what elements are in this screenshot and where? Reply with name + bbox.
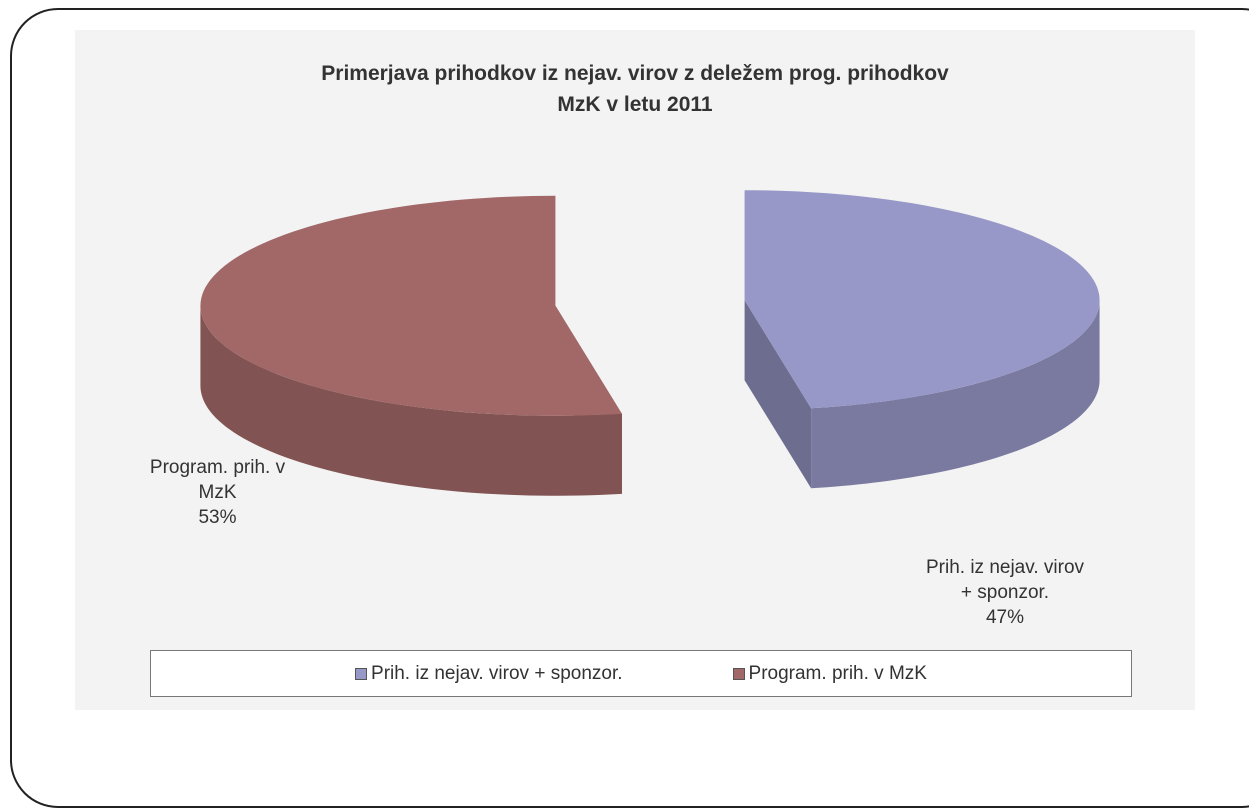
chart-title: Primerjava prihodkov iz nejav. virov z d… (321, 62, 949, 116)
page: Primerjava prihodkov iz nejav. virov z d… (10, 8, 1249, 808)
data-label: Program. prih. v MzK 53% (130, 455, 305, 530)
slice (200, 195, 622, 496)
legend-item: Program. prih. v MzK (732, 662, 927, 685)
slice (744, 190, 1100, 489)
slice-top (744, 190, 1100, 409)
slice-cut-face (744, 300, 812, 489)
data-label-category: Prih. iz nejav. virov + sponzor. (925, 557, 1085, 603)
data-label: Prih. iz nejav. virov + sponzor. 47% (920, 555, 1090, 630)
slice-side (811, 300, 1100, 489)
legend-label: Program. prih. v MzK (748, 662, 927, 684)
legend: Prih. iz nejav. virov + sponzor. Program.… (150, 650, 1132, 697)
data-label-value: 53% (198, 507, 237, 528)
legend-item: Prih. iz nejav. virov + sponzor. (355, 663, 623, 685)
legend-label: Prih. iz nejav. virov + sponzor. (371, 662, 623, 684)
slice-side (200, 305, 622, 496)
data-label-value: 47% (985, 607, 1025, 628)
pie (200, 190, 1100, 496)
legend-swatch (732, 667, 745, 680)
slice-top (200, 195, 622, 416)
data-label-category: Program. prih. v MzK (149, 457, 286, 503)
legend-swatch (355, 667, 368, 680)
